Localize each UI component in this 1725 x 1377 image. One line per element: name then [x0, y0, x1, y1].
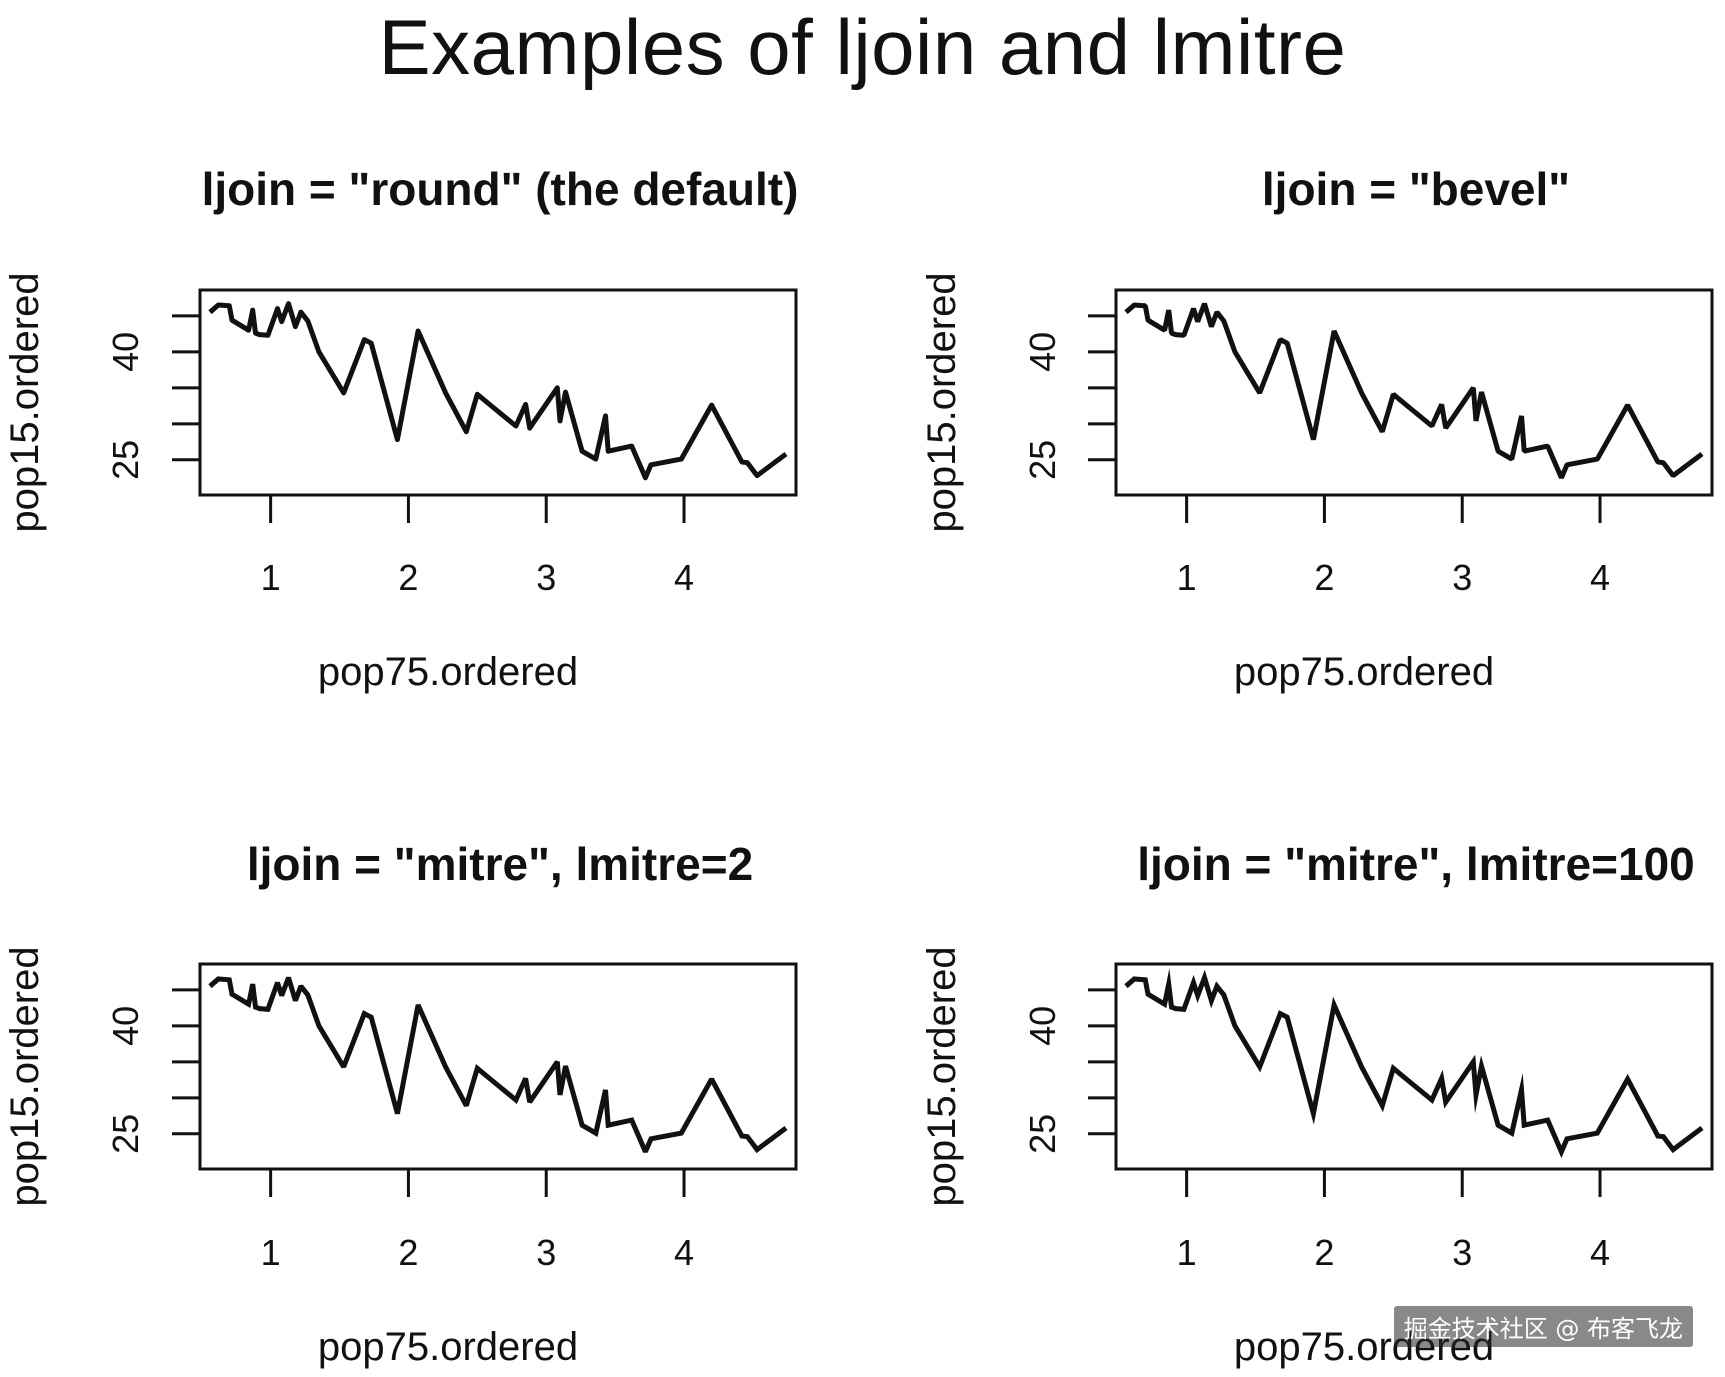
x-tick-label: 2	[1314, 557, 1334, 598]
panel-title: ljoin = "round" (the default)	[202, 163, 799, 215]
y-axis-label: pop15.ordered	[3, 272, 47, 532]
watermark-label: 掘金技术社区 @ 布客飞龙	[1393, 1306, 1693, 1347]
series-line	[208, 301, 788, 481]
x-tick-label: 3	[1452, 557, 1472, 598]
x-axis-label: pop75.ordered	[1234, 650, 1494, 694]
x-tick-label: 1	[1177, 557, 1197, 598]
plot-box	[198, 288, 798, 497]
x-tick-label: 3	[536, 1232, 556, 1273]
x-tick-label: 2	[1314, 1232, 1334, 1273]
y-axis-label: pop15.ordered	[920, 272, 964, 532]
figure-title: Examples of ljoin and lmitre	[378, 3, 1347, 91]
x-tick-label: 1	[261, 557, 281, 598]
y-tick-label: 40	[105, 332, 146, 372]
x-tick-label: 2	[398, 557, 418, 598]
panel-title: ljoin = "bevel"	[1262, 163, 1570, 215]
panel-1: ljoin = "round" (the default) 1 2 3 4 25 40 pop…	[3, 163, 798, 694]
plot-box	[1114, 288, 1714, 497]
x-axis-label: pop75.ordered	[318, 1325, 578, 1369]
y-tick-label: 25	[105, 440, 146, 480]
x-axis-label: pop75.ordered	[318, 650, 578, 694]
y-axis-label: pop15.ordered	[920, 946, 964, 1206]
plot-box	[1114, 962, 1714, 1171]
x-tick-label: 3	[536, 557, 556, 598]
panel-title: ljoin = "mitre", lmitre=100	[1137, 838, 1695, 890]
panel-2: ljoin = "bevel" 1 2 3 4 25 40 pop75.ordered pop1…	[920, 163, 1714, 694]
x-tick-label: 4	[1590, 557, 1610, 598]
y-tick-label: 25	[1022, 1114, 1063, 1154]
plot-box	[198, 962, 798, 1171]
series-line	[1124, 302, 1704, 479]
y-tick-label: 40	[105, 1006, 146, 1046]
x-tick-label: 4	[674, 557, 694, 598]
panel-title: ljoin = "mitre", lmitre=2	[247, 838, 753, 890]
x-tick-label: 1	[1177, 1232, 1197, 1273]
series-line	[1124, 968, 1704, 1159]
y-tick-label: 25	[1022, 440, 1063, 480]
x-tick-label: 4	[1590, 1232, 1610, 1273]
y-tick-label: 25	[105, 1114, 146, 1154]
y-tick-label: 40	[1022, 332, 1063, 372]
x-tick-label: 2	[398, 1232, 418, 1273]
y-axis-label: pop15.ordered	[3, 946, 47, 1206]
y-tick-label: 40	[1022, 1006, 1063, 1046]
panel-3: ljoin = "mitre", lmitre=2 1 2 3 4 25 40 pop75.o…	[3, 838, 798, 1369]
x-tick-label: 3	[1452, 1232, 1472, 1273]
x-tick-label: 4	[674, 1232, 694, 1273]
x-tick-label: 1	[261, 1232, 281, 1273]
series-line	[208, 976, 788, 1154]
